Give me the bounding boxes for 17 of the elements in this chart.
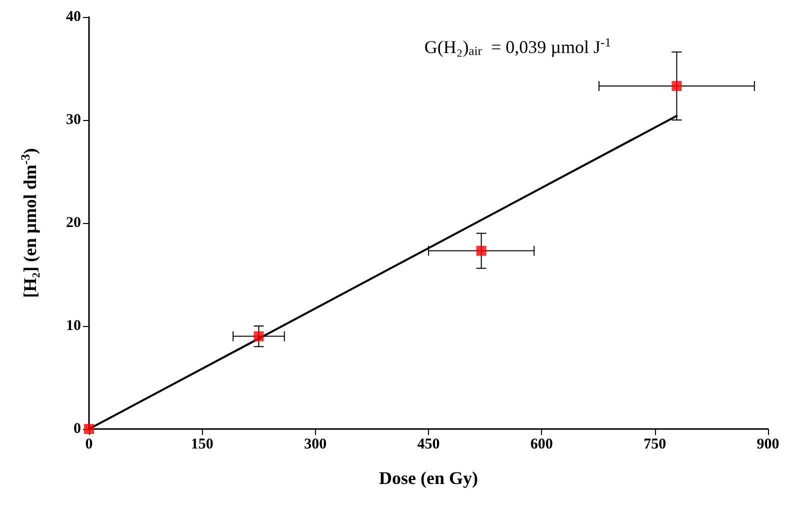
y-axis-title: [H₂] (en µmol dm-3) [18, 148, 40, 298]
x-tick-label: 600 [530, 436, 553, 452]
point [672, 81, 682, 92]
point [254, 331, 264, 342]
y-tick-label: 0 [74, 421, 81, 437]
x-tick-label: 300 [304, 436, 327, 452]
x-tick-label: 150 [190, 436, 214, 452]
x-tick-label: 750 [644, 436, 666, 452]
y-tick-label: 40 [66, 9, 81, 25]
x-tick-label: 900 [756, 436, 780, 452]
y-tick-label: 10 [66, 318, 81, 334]
point [476, 246, 486, 256]
x-axis-title: Dose (en Gy) [379, 468, 478, 488]
x-tick-label: 450 [417, 436, 440, 452]
x-tick-label: 0 [85, 436, 93, 452]
y-tick-label: 30 [66, 112, 81, 128]
y-tick-label: 20 [66, 215, 81, 231]
